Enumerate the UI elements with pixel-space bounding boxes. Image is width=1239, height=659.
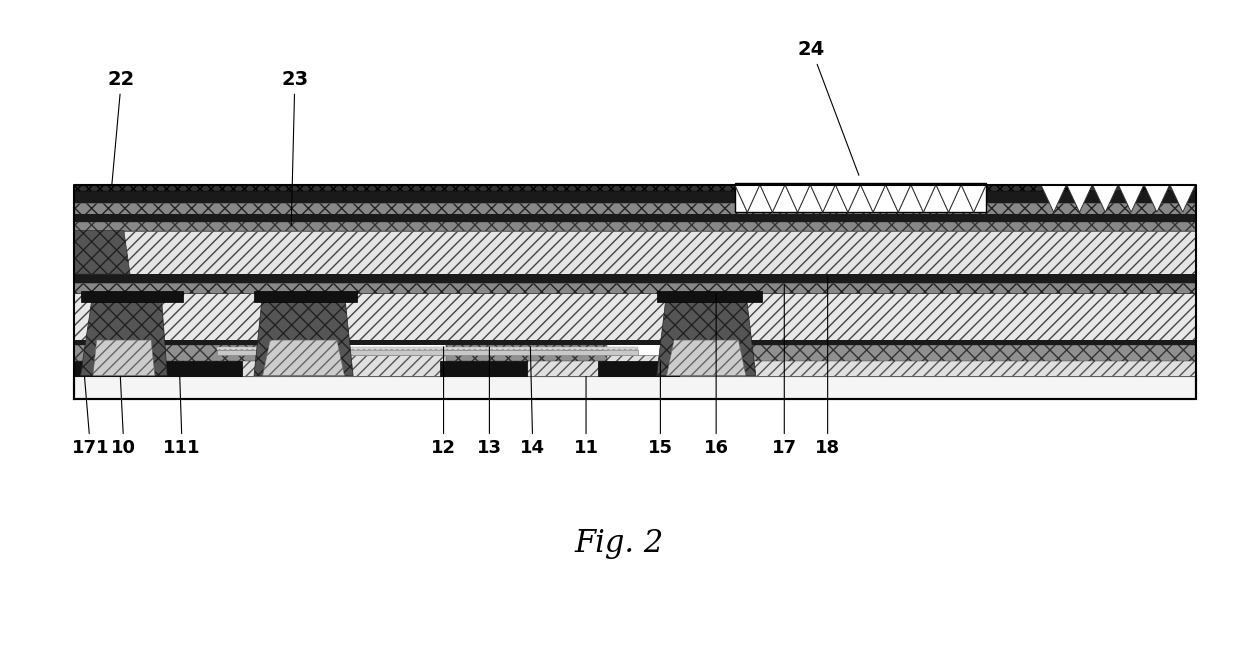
Bar <box>217 350 638 355</box>
Polygon shape <box>667 340 746 376</box>
Polygon shape <box>786 185 810 212</box>
Polygon shape <box>860 185 886 212</box>
Bar <box>74 361 242 376</box>
Polygon shape <box>74 231 130 274</box>
Polygon shape <box>1041 185 1067 212</box>
Bar <box>74 376 1196 399</box>
Polygon shape <box>735 185 760 212</box>
Polygon shape <box>935 185 961 212</box>
Bar <box>81 291 183 302</box>
Bar <box>446 345 607 361</box>
Text: 12: 12 <box>431 347 456 457</box>
Polygon shape <box>657 293 756 376</box>
Bar <box>675 345 1196 361</box>
Text: 18: 18 <box>815 276 840 457</box>
Bar <box>74 191 1196 203</box>
Bar <box>74 222 1196 231</box>
Bar <box>735 183 986 212</box>
Polygon shape <box>886 185 911 212</box>
Text: 24: 24 <box>798 40 859 175</box>
Polygon shape <box>93 340 155 376</box>
Bar <box>74 283 1196 293</box>
Polygon shape <box>263 340 344 376</box>
Polygon shape <box>961 185 986 212</box>
Text: 111: 111 <box>164 376 201 457</box>
Text: 14: 14 <box>520 347 545 457</box>
Bar <box>74 293 1196 340</box>
Text: 22: 22 <box>108 70 135 186</box>
Bar <box>657 291 762 302</box>
Polygon shape <box>810 185 835 212</box>
Polygon shape <box>1093 185 1118 212</box>
Text: 16: 16 <box>704 293 729 457</box>
Polygon shape <box>810 185 835 212</box>
Text: 10: 10 <box>112 376 136 457</box>
Bar <box>74 231 1196 274</box>
Polygon shape <box>835 185 860 212</box>
Polygon shape <box>911 185 935 212</box>
Text: Fig. 2: Fig. 2 <box>575 528 664 559</box>
Bar <box>74 274 1196 283</box>
Polygon shape <box>254 293 353 376</box>
Text: 17: 17 <box>772 285 797 457</box>
Polygon shape <box>1170 185 1196 212</box>
Bar <box>74 345 279 361</box>
Polygon shape <box>735 185 760 212</box>
Polygon shape <box>886 185 911 212</box>
Polygon shape <box>760 185 786 212</box>
Polygon shape <box>1067 185 1093 212</box>
Bar <box>598 361 679 376</box>
Polygon shape <box>81 293 167 376</box>
Text: 15: 15 <box>648 362 673 457</box>
Polygon shape <box>786 185 810 212</box>
Bar <box>74 340 1196 345</box>
Text: 171: 171 <box>72 376 109 457</box>
Polygon shape <box>935 185 961 212</box>
Polygon shape <box>1144 185 1170 212</box>
Text: 23: 23 <box>281 70 309 226</box>
Polygon shape <box>860 185 886 212</box>
Bar <box>74 214 1196 222</box>
Polygon shape <box>760 185 786 212</box>
Bar <box>440 361 527 376</box>
Polygon shape <box>835 185 860 212</box>
Bar <box>217 347 638 350</box>
Text: 11: 11 <box>574 376 598 457</box>
Polygon shape <box>1118 185 1144 212</box>
Bar <box>74 203 1196 214</box>
Polygon shape <box>961 185 986 212</box>
Bar <box>74 185 1196 191</box>
Text: 13: 13 <box>477 347 502 457</box>
Bar <box>254 291 357 302</box>
Bar <box>74 355 1196 376</box>
Polygon shape <box>911 185 935 212</box>
